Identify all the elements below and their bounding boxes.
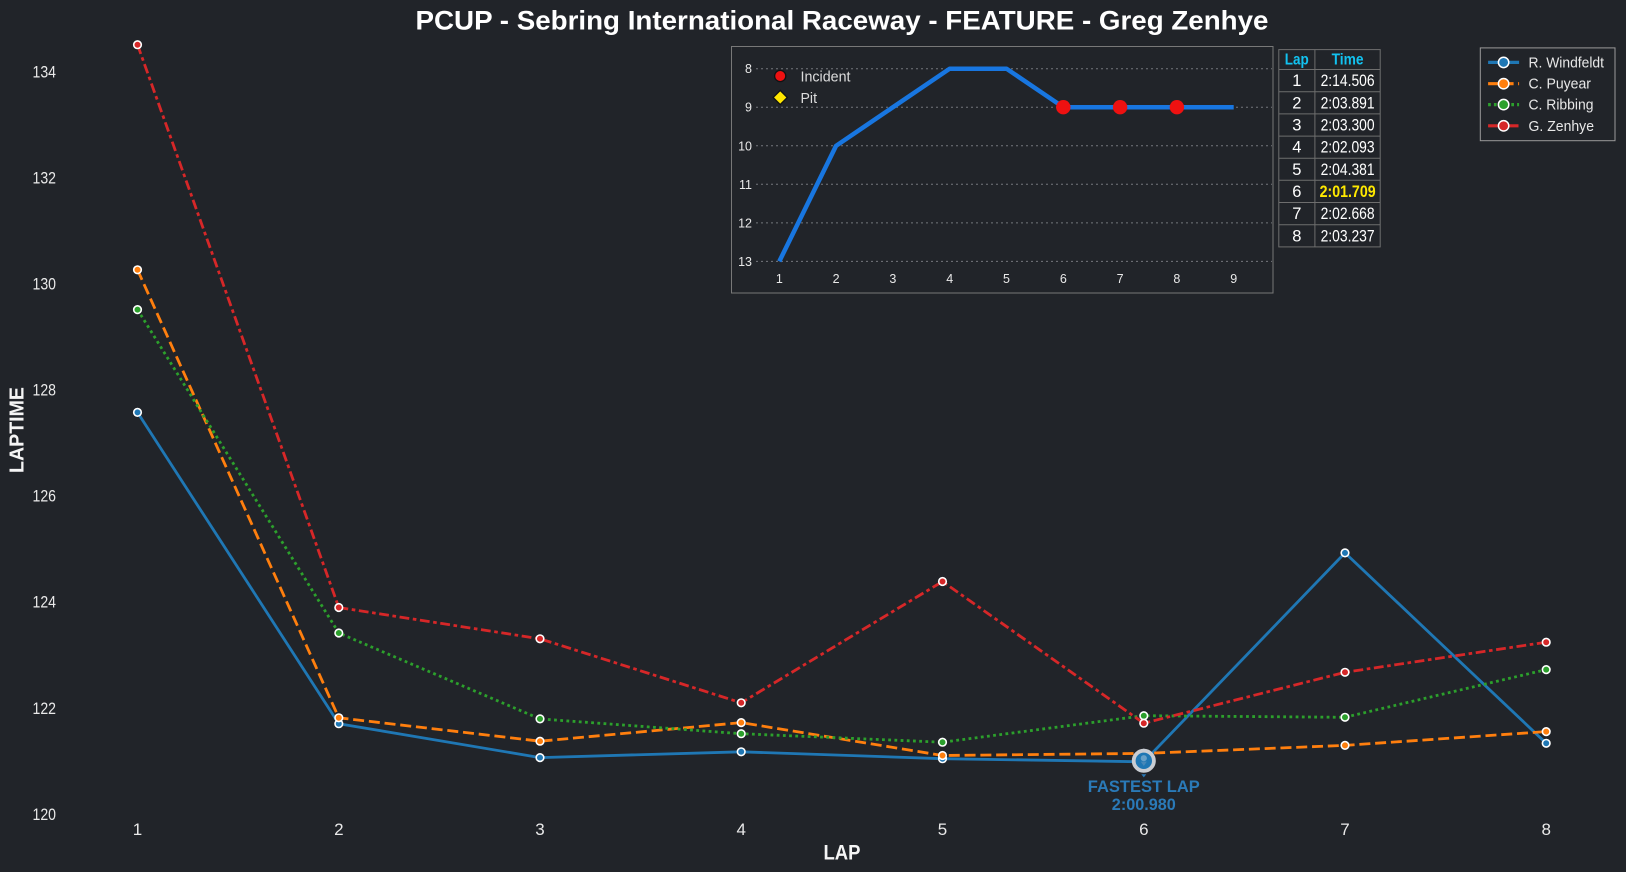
svg-text:12: 12 xyxy=(738,216,752,230)
svg-text:4: 4 xyxy=(1292,139,1301,157)
svg-text:4: 4 xyxy=(736,820,745,839)
svg-text:1: 1 xyxy=(1292,72,1301,90)
svg-text:5: 5 xyxy=(1003,272,1010,286)
svg-text:7: 7 xyxy=(1292,205,1301,223)
svg-text:9: 9 xyxy=(1230,272,1237,286)
svg-text:7: 7 xyxy=(1340,820,1349,839)
svg-text:6: 6 xyxy=(1060,272,1067,286)
svg-text:2: 2 xyxy=(1292,94,1301,112)
svg-text:2:14.506: 2:14.506 xyxy=(1321,72,1375,90)
svg-text:Pit: Pit xyxy=(801,90,818,107)
svg-text:2:02.093: 2:02.093 xyxy=(1321,139,1375,157)
svg-text:Time: Time xyxy=(1332,52,1364,69)
svg-text:8: 8 xyxy=(1541,820,1550,839)
svg-text:3: 3 xyxy=(535,820,544,839)
svg-text:132: 132 xyxy=(33,169,57,188)
svg-text:PCUP - Sebring International R: PCUP - Sebring International Raceway - F… xyxy=(416,6,1269,36)
svg-text:1: 1 xyxy=(776,272,783,286)
svg-text:LAPTIME: LAPTIME xyxy=(7,387,29,473)
svg-text:FASTEST LAP: FASTEST LAP xyxy=(1088,778,1200,796)
svg-text:2:03.237: 2:03.237 xyxy=(1321,227,1375,245)
svg-text:3: 3 xyxy=(1292,117,1301,135)
svg-text:LAP: LAP xyxy=(824,842,861,865)
svg-text:8: 8 xyxy=(745,62,752,76)
svg-text:8: 8 xyxy=(1292,227,1301,245)
svg-text:C. Puyear: C. Puyear xyxy=(1529,77,1592,93)
svg-text:2: 2 xyxy=(833,272,840,286)
svg-text:120: 120 xyxy=(33,805,57,824)
svg-text:2:04.381: 2:04.381 xyxy=(1321,161,1375,179)
svg-text:7: 7 xyxy=(1117,272,1124,286)
svg-text:2:01.709: 2:01.709 xyxy=(1320,183,1376,201)
svg-text:5: 5 xyxy=(1292,161,1301,179)
svg-text:6: 6 xyxy=(1139,820,1148,839)
svg-text:10: 10 xyxy=(738,139,752,153)
svg-text:G. Zenhye: G. Zenhye xyxy=(1529,119,1595,135)
svg-text:2:03.300: 2:03.300 xyxy=(1321,117,1375,135)
svg-text:122: 122 xyxy=(33,699,57,718)
svg-text:2:00.980: 2:00.980 xyxy=(1112,796,1176,814)
svg-text:Lap: Lap xyxy=(1285,52,1309,69)
svg-text:128: 128 xyxy=(33,381,57,400)
svg-text:9: 9 xyxy=(745,101,752,115)
svg-text:3: 3 xyxy=(889,272,896,286)
svg-text:2: 2 xyxy=(334,820,343,839)
svg-text:R. Windfeldt: R. Windfeldt xyxy=(1529,55,1605,71)
svg-text:2:03.891: 2:03.891 xyxy=(1321,94,1375,112)
svg-text:C. Ribbing: C. Ribbing xyxy=(1529,98,1594,114)
svg-text:126: 126 xyxy=(33,487,57,506)
svg-text:13: 13 xyxy=(738,255,752,269)
svg-text:124: 124 xyxy=(33,593,57,612)
svg-text:6: 6 xyxy=(1292,183,1301,201)
svg-text:2:02.668: 2:02.668 xyxy=(1321,205,1375,223)
svg-text:8: 8 xyxy=(1173,272,1180,286)
svg-text:134: 134 xyxy=(33,63,57,82)
svg-text:130: 130 xyxy=(33,275,57,294)
svg-text:1: 1 xyxy=(133,820,142,839)
svg-text:Incident: Incident xyxy=(801,69,852,86)
svg-text:5: 5 xyxy=(938,820,947,839)
svg-text:11: 11 xyxy=(739,178,752,192)
svg-text:4: 4 xyxy=(946,272,953,286)
